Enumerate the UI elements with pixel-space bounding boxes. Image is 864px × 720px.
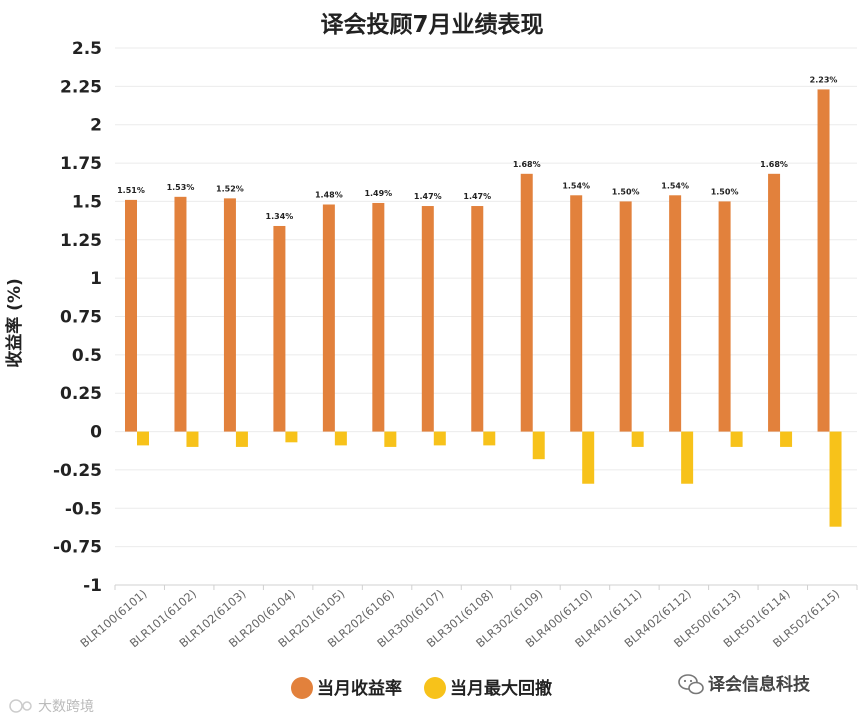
legend-label-drawdown: 当月最大回撤 — [450, 678, 552, 699]
y-tick-label: 1.5 — [72, 192, 102, 212]
data-label: 1.68% — [760, 160, 788, 169]
bar-returns — [174, 196, 187, 432]
data-label: 1.47% — [414, 192, 442, 201]
x-axis-ticks: BLR100(6101)BLR101(6102)BLR102(6103)BLR2… — [77, 585, 858, 650]
y-tick-label: 2.25 — [60, 77, 102, 97]
data-label: 1.47% — [463, 192, 491, 201]
y-tick-label: 0.5 — [72, 346, 102, 366]
data-label: 1.68% — [513, 160, 541, 169]
bar-drawdown — [829, 431, 842, 527]
y-tick-label: 2.5 — [72, 39, 102, 59]
data-label: 2.23% — [810, 75, 838, 84]
logo-icon — [9, 699, 32, 713]
legend: 当月收益率 当月最大回撤 — [291, 677, 552, 699]
bar-returns — [768, 173, 781, 432]
wechat-icon — [678, 674, 704, 695]
data-labels: 1.51% 1.53% 1.52% 1.34% 1.48% 1.49% 1.47% 1.47%… — [117, 75, 837, 221]
bar-returns — [570, 195, 583, 432]
bar-returns — [669, 195, 682, 432]
bar-drawdown — [780, 431, 793, 447]
data-label: 1.50% — [612, 187, 640, 196]
y-tick-label: 1.75 — [60, 154, 102, 174]
y-tick-label: -1 — [83, 576, 102, 596]
y-tick-label: -0.75 — [53, 538, 102, 558]
bar-returns — [718, 201, 731, 432]
chart-title: 译会投顾7月业绩表现 — [320, 11, 543, 38]
y-tick-label: 1.25 — [60, 231, 102, 251]
bars — [125, 89, 842, 527]
data-label: 1.49% — [364, 189, 392, 198]
legend-marker-drawdown — [424, 677, 446, 699]
watermark-corner-text: 大数跨境 — [38, 699, 94, 715]
bar-returns — [223, 198, 236, 432]
bar-drawdown — [334, 431, 347, 446]
bar-drawdown — [631, 431, 644, 447]
bar-drawdown — [582, 431, 595, 484]
watermark: 译会信息科技 — [678, 674, 811, 695]
y-tick-label: 2 — [90, 116, 102, 136]
y-tick-label: 0.25 — [60, 384, 102, 404]
data-label: 1.54% — [661, 181, 689, 190]
bar-returns — [471, 206, 484, 432]
bar-drawdown — [681, 431, 694, 484]
data-label: 1.53% — [167, 183, 195, 192]
y-axis-label: 收益率 (%) — [4, 278, 25, 368]
bar-returns — [520, 173, 533, 432]
bar-returns — [372, 202, 385, 432]
bar-returns — [817, 89, 830, 432]
watermark-corner: 大数跨境 — [9, 699, 94, 715]
legend-label-returns: 当月收益率 — [317, 678, 402, 699]
legend-marker-returns — [291, 677, 313, 699]
bar-returns — [125, 199, 137, 432]
bar-returns — [273, 225, 286, 432]
data-label: 1.51% — [117, 186, 145, 195]
bar-drawdown — [532, 431, 545, 460]
bar-drawdown — [433, 431, 446, 446]
watermark-text: 译会信息科技 — [708, 674, 811, 695]
y-tick-label: 0.75 — [60, 308, 102, 328]
y-tick-label: -0.5 — [65, 499, 102, 519]
y-axis-ticks: 2.5 2.25 2 1.75 1.5 1.25 1 0.75 0.5 0.25 0 -0.25 -0.… — [53, 39, 102, 596]
bar-drawdown — [730, 431, 743, 447]
bar-drawdown — [235, 431, 248, 447]
bar-drawdown — [483, 431, 496, 446]
y-tick-label: 1 — [90, 269, 102, 289]
bar-drawdown — [137, 431, 149, 446]
bar-drawdown — [186, 431, 199, 447]
data-label: 1.48% — [315, 190, 343, 199]
data-label: 1.34% — [266, 212, 294, 221]
data-label: 1.50% — [711, 187, 739, 196]
y-tick-label: -0.25 — [53, 461, 102, 481]
bar-returns — [322, 204, 335, 432]
bar-drawdown — [384, 431, 397, 447]
bar-drawdown — [285, 431, 298, 443]
bar-returns — [421, 206, 434, 432]
data-label: 1.54% — [562, 181, 590, 190]
bar-returns — [619, 201, 632, 432]
y-tick-label: 0 — [90, 423, 102, 443]
data-label: 1.52% — [216, 184, 244, 193]
